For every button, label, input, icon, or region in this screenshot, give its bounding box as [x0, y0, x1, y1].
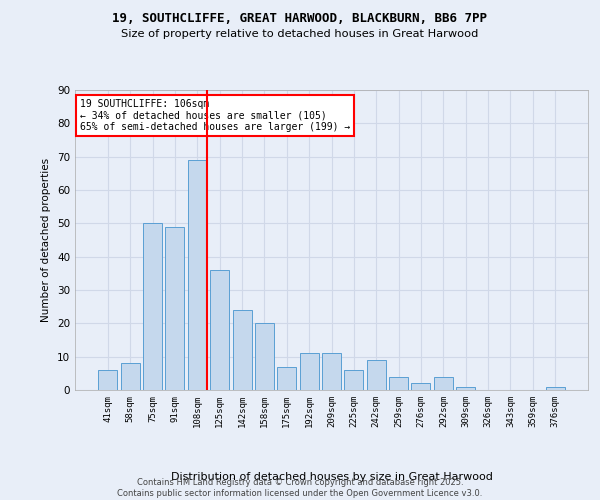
X-axis label: Distribution of detached houses by size in Great Harwood: Distribution of detached houses by size …	[170, 472, 493, 482]
Bar	[166, 226, 184, 390]
Bar	[255, 324, 274, 390]
Bar	[98, 370, 118, 390]
Bar	[277, 366, 296, 390]
Text: Size of property relative to detached houses in Great Harwood: Size of property relative to detached ho…	[121, 29, 479, 39]
Text: 19, SOUTHCLIFFE, GREAT HARWOOD, BLACKBURN, BB6 7PP: 19, SOUTHCLIFFE, GREAT HARWOOD, BLACKBUR…	[113, 12, 487, 26]
Text: 19 SOUTHCLIFFE: 106sqm
← 34% of detached houses are smaller (105)
65% of semi-de: 19 SOUTHCLIFFE: 106sqm ← 34% of detached…	[80, 99, 350, 132]
Bar	[233, 310, 251, 390]
Y-axis label: Number of detached properties: Number of detached properties	[41, 158, 52, 322]
Bar	[143, 224, 162, 390]
Bar	[456, 386, 475, 390]
Bar	[545, 386, 565, 390]
Bar	[299, 354, 319, 390]
Bar	[389, 376, 408, 390]
Bar	[121, 364, 140, 390]
Bar	[412, 384, 430, 390]
Bar	[322, 354, 341, 390]
Bar	[434, 376, 453, 390]
Bar	[210, 270, 229, 390]
Text: Contains HM Land Registry data © Crown copyright and database right 2025.
Contai: Contains HM Land Registry data © Crown c…	[118, 478, 482, 498]
Bar	[188, 160, 207, 390]
Bar	[344, 370, 364, 390]
Bar	[367, 360, 386, 390]
